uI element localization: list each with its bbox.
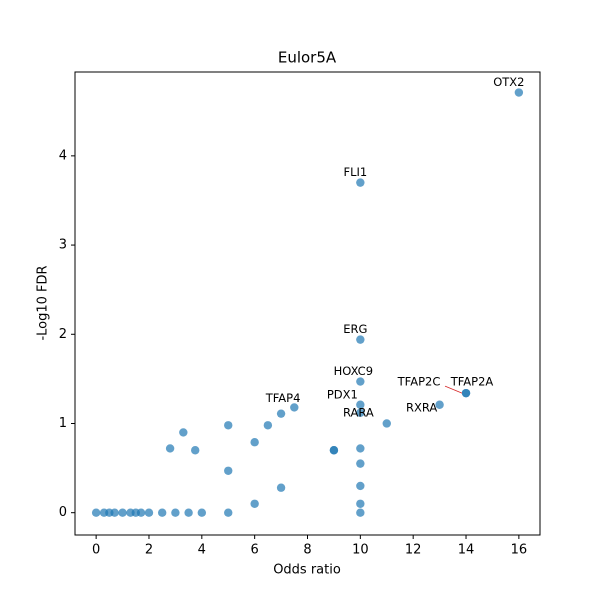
point (356, 400, 365, 409)
point (356, 335, 365, 344)
point (91, 508, 101, 517)
y-tick-label: 3 (59, 238, 67, 253)
point (356, 499, 365, 508)
point-label: PDX1 (327, 387, 358, 401)
x-tick-label: 16 (511, 543, 528, 558)
point (356, 459, 365, 468)
x-tick-label: 6 (251, 543, 259, 558)
x-tick-label: 12 (405, 543, 422, 558)
x-tick-label: 2 (145, 543, 153, 558)
point-label: ERG (343, 322, 367, 336)
x-tick-label: 4 (198, 543, 206, 558)
point (171, 508, 180, 517)
y-tick-label: 1 (59, 416, 67, 431)
point (110, 508, 119, 517)
point (356, 178, 365, 187)
point (435, 400, 444, 409)
point (250, 438, 259, 447)
y-tick-label: 0 (59, 505, 67, 520)
point (157, 508, 167, 517)
point-label: HOXC9 (334, 364, 373, 378)
point (179, 428, 188, 437)
y-tick-label: 4 (59, 148, 67, 163)
x-tick-label: 8 (303, 543, 311, 558)
x-tick-label: 10 (352, 543, 369, 558)
point (356, 444, 365, 453)
x-axis-label: Odds ratio (273, 563, 341, 578)
point (165, 444, 175, 453)
point (356, 408, 365, 417)
point-label: OTX2 (493, 75, 524, 89)
point (191, 446, 200, 455)
point (276, 409, 286, 418)
point (356, 377, 365, 386)
point (136, 508, 146, 517)
point-label: FLI1 (343, 165, 367, 179)
point-label: TFAP4 (265, 391, 301, 405)
point (224, 421, 233, 430)
point (329, 446, 339, 455)
point (461, 388, 471, 398)
point (356, 508, 365, 517)
point-label: TFAP2A (450, 375, 494, 389)
y-axis-label: -Log10 FDR (36, 265, 51, 340)
plot-frame (74, 71, 541, 536)
point (144, 508, 154, 517)
point (290, 403, 299, 412)
point (356, 481, 365, 491)
x-tick-label: 14 (458, 543, 475, 558)
annotation-line (444, 385, 463, 394)
point (184, 508, 193, 517)
chart-title: Eulor5A (278, 49, 337, 67)
point-label: RXRA (406, 400, 437, 414)
point-label: RARA (343, 405, 374, 419)
point (118, 508, 127, 517)
point (276, 483, 286, 492)
point-label: TFAP2C (397, 375, 441, 389)
point (514, 88, 524, 97)
point (197, 508, 207, 517)
x-tick-label: 0 (92, 543, 100, 558)
y-tick-label: 2 (59, 327, 67, 342)
point (250, 499, 259, 508)
point (382, 419, 391, 428)
point (224, 466, 233, 475)
point (263, 421, 273, 430)
point (224, 508, 233, 517)
